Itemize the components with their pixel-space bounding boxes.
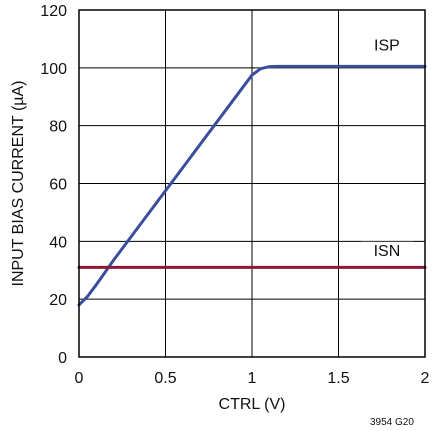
y-tick-label-4: 80 bbox=[49, 119, 67, 136]
y-tick-label-1: 20 bbox=[49, 292, 67, 309]
y-tick-label-5: 100 bbox=[40, 61, 67, 78]
x-tick-label-0: 0 bbox=[75, 370, 84, 387]
x-axis-label: CTRL (V) bbox=[219, 396, 286, 413]
series-lines bbox=[77, 64, 427, 307]
x-tick-label-1: 0.5 bbox=[154, 370, 176, 387]
series-label-bg-isp bbox=[360, 36, 413, 55]
y-axis-label: INPUT BIAS CURRENT (µA) bbox=[10, 81, 27, 287]
plot-frame bbox=[78, 9, 426, 358]
y-tick-label-2: 40 bbox=[49, 234, 67, 251]
series-label-bg-isn bbox=[360, 241, 413, 260]
grid-lines bbox=[78, 9, 426, 358]
x-tick-labels: 0 0.5 1 1.5 2 bbox=[75, 370, 430, 387]
series-label-isn: ISN bbox=[374, 243, 401, 260]
x-tick-label-2: 1 bbox=[248, 370, 257, 387]
series-line-isp bbox=[77, 64, 427, 307]
figure-note: 3954 G20 bbox=[370, 417, 414, 428]
y-tick-label-3: 60 bbox=[49, 177, 67, 194]
x-tick-label-3: 1.5 bbox=[327, 370, 349, 387]
x-tick-label-4: 2 bbox=[421, 370, 430, 387]
y-tick-label-0: 0 bbox=[58, 350, 67, 367]
series-label-isp: ISP bbox=[374, 37, 400, 54]
series-labels: ISP ISN bbox=[360, 36, 413, 260]
y-tick-labels: 0 20 40 60 80 100 120 bbox=[40, 3, 67, 367]
y-tick-label-6: 120 bbox=[40, 3, 67, 20]
